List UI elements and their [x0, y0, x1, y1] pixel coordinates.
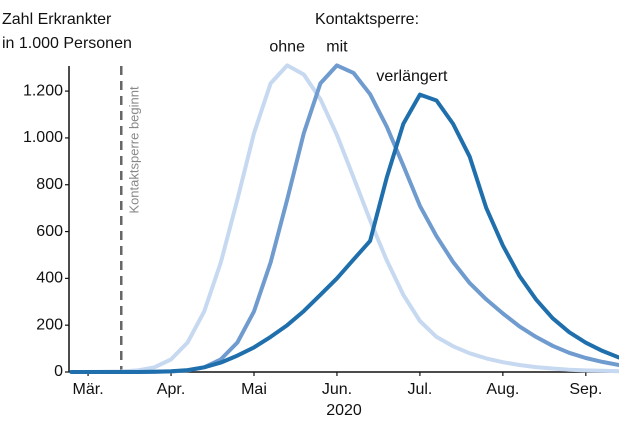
series-line [69, 63, 619, 374]
y-axis-label: Zahl Erkrankter [2, 11, 112, 28]
x-tick-label: Sep. [569, 381, 602, 398]
y-tick-label: 200 [36, 316, 63, 333]
x-tick-label: Jun. [322, 381, 352, 398]
y-tick-label: 800 [36, 176, 63, 193]
y-tick-label: 1.000 [23, 129, 63, 146]
legend-label: ohne [269, 39, 305, 56]
series-line [69, 92, 619, 374]
x-axis-label: 2020 [326, 402, 362, 419]
y-tick-label: 1.200 [23, 82, 63, 99]
y-tick-label: 0 [54, 363, 63, 380]
y-axis-label: in 1.000 Personen [2, 35, 132, 52]
y-tick-label: 400 [36, 270, 63, 287]
x-tick-label: Apr. [157, 381, 185, 398]
x-tick-label: Mai [241, 381, 267, 398]
x-tick-label: Mär. [73, 381, 104, 398]
series-line [69, 63, 619, 374]
legend-title: Kontaktsperre: [315, 11, 419, 28]
x-tick-label: Aug. [486, 381, 519, 398]
annotation-text: Kontaktsperre beginnt [127, 86, 142, 214]
x-tick-label: Jul. [407, 381, 432, 398]
y-tick-label: 600 [36, 223, 63, 240]
legend-label: verlängert [376, 68, 448, 85]
legend-label: mit [326, 39, 348, 56]
